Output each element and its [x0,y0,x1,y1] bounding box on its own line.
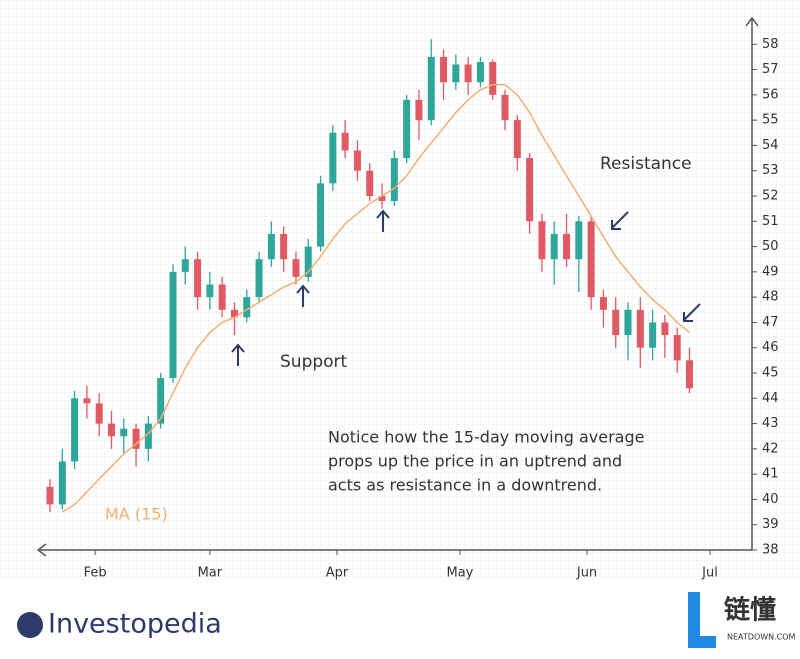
candle-body [132,428,140,449]
y-tick-label: 52 [762,189,779,204]
x-tick-label: Jul [701,566,718,581]
y-tick-label: 54 [762,138,779,153]
y-tick-label: 48 [762,290,779,305]
candle-body [661,322,669,336]
candle-body [636,309,644,348]
x-tick-label: Jun [576,566,597,581]
candle-body [575,221,583,260]
candle-body [440,56,448,83]
candle-body [317,183,325,247]
candle-body [144,423,152,449]
candle-body [255,259,263,298]
candle-body [366,170,374,196]
candle-body [587,221,595,298]
y-tick-label: 44 [762,391,779,406]
y-tick-label: 43 [762,416,779,431]
x-tick-label: Apr [326,566,349,581]
y-tick-label: 58 [762,37,779,52]
candle-body [169,271,177,379]
candle-body [686,360,694,389]
y-tick-label: 41 [762,467,779,482]
candle-body [563,233,571,260]
candle-body [489,61,497,95]
candle-body [46,486,54,505]
candle-body [304,246,312,277]
grid-background [0,0,800,580]
candle-body [390,158,398,202]
y-tick-label: 51 [762,214,779,229]
candle-body [550,233,558,260]
candle-body [280,233,288,260]
candle-body [378,196,386,202]
candle-body [267,233,275,260]
x-tick-label: Mar [198,566,223,581]
logo: Investopedia [17,609,222,640]
candle-body [513,120,521,159]
candle-body [71,398,79,462]
watermark-sub: NEATDOWN.COM [727,633,796,642]
candle-body [353,150,361,171]
candle-body [403,99,411,159]
axes [36,16,759,557]
y-tick-label: 49 [762,264,779,279]
candle-body [230,309,238,318]
candle-body [599,297,607,310]
candle-body [673,335,681,361]
candle-body [243,297,251,318]
annotation: props up the price in an uptrend and [328,452,622,471]
annotation: Support [280,352,348,372]
y-tick-label: 38 [762,543,779,558]
candle-body [476,61,484,83]
x-tick-label: May [446,566,473,581]
candle-body [538,221,546,260]
candle-body [194,259,202,298]
candle-body [341,132,349,151]
candle-body [427,56,435,121]
candle-body [624,309,632,336]
candle-body [218,284,226,310]
x-tick-label: Feb [84,566,107,581]
candle-body [107,423,115,437]
y-tick-label: 39 [762,517,779,532]
y-tick-label: 47 [762,315,779,330]
candle-body [649,322,657,348]
y-tick-label: 55 [762,113,779,128]
y-tick-label: 46 [762,340,779,355]
candle-body [181,259,189,272]
candle-body [58,461,66,505]
annotation: acts as resistance in a downtrend. [328,476,602,495]
candle-body [292,259,300,277]
candle-body [464,64,472,83]
watermark-icon [688,592,716,648]
candle-body [612,309,620,336]
ma-line [61,83,690,513]
y-tick-label: 56 [762,87,779,102]
y-tick-label: 42 [762,441,779,456]
candle-body [415,99,423,121]
candle-body [157,378,165,424]
y-tick-label: 40 [762,492,779,507]
y-tick-label: 45 [762,366,779,381]
annotation: Resistance [600,154,692,174]
legend-label: MA (15) [105,505,168,524]
candle-body [95,403,103,424]
candle-body [83,398,91,404]
candle-body [120,428,128,437]
candle-body [329,132,337,184]
y-tick-label: 50 [762,239,779,254]
annotation: Notice how the 15-day moving average [328,428,644,447]
candle-body [452,64,460,83]
arrows [231,209,701,366]
candle-body [501,94,509,121]
logo-text: Investopedia [48,609,222,640]
candle-body [526,158,534,222]
watermark: 链懂 [724,595,776,626]
y-tick-label: 53 [762,163,779,178]
y-tick-label: 57 [762,62,779,77]
candle-body [206,284,214,298]
